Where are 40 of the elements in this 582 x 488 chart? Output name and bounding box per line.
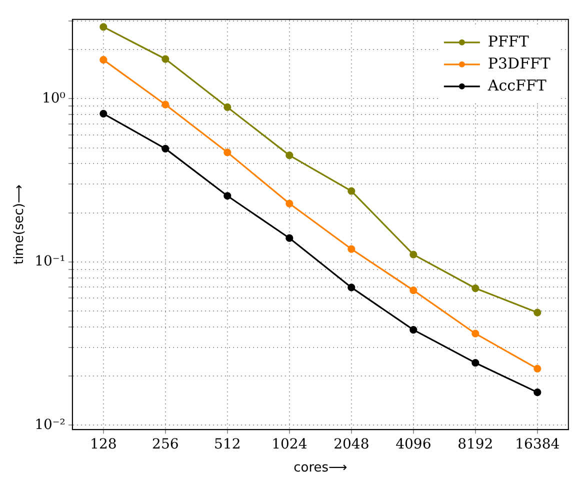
y-tick-label: 10⁻¹: [34, 254, 66, 270]
point: [410, 326, 418, 334]
y-axis-title: time(sec)⟶: [12, 184, 28, 265]
point: [472, 284, 480, 292]
y-tick-label: 10⁻²: [34, 416, 66, 433]
point: [410, 286, 418, 294]
point: [286, 152, 294, 160]
point: [472, 330, 480, 338]
point: [534, 388, 542, 396]
legend-label: PFFT: [488, 32, 529, 50]
point: [162, 100, 170, 108]
x-tick-label: 512: [214, 436, 241, 453]
x-tick-label: 1024: [272, 436, 308, 453]
point: [100, 56, 108, 64]
point: [286, 200, 294, 208]
point: [224, 148, 232, 156]
point: [100, 110, 108, 118]
x-tick-label: 256: [152, 436, 179, 453]
x-tick-label: 128: [90, 436, 117, 453]
point: [348, 245, 356, 253]
point: [410, 250, 418, 258]
point: [100, 23, 108, 31]
point: [534, 364, 542, 372]
legend-label: AccFFT: [486, 76, 546, 94]
x-axis-title: cores⟶: [294, 460, 348, 476]
legend-label: P3DFFT: [488, 54, 550, 72]
point: [534, 308, 542, 316]
x-tick-label: 8192: [458, 436, 494, 453]
point: [472, 359, 480, 367]
point: [224, 103, 232, 111]
point: [162, 144, 170, 152]
point: [286, 234, 294, 242]
x-tick-label: 16384: [515, 436, 560, 453]
x-tick-label: 4096: [396, 436, 432, 453]
point: [348, 284, 356, 292]
y-tick-label: 10⁰: [42, 90, 66, 106]
point: [224, 192, 232, 200]
x-tick-label: 2048: [334, 436, 370, 453]
point: [162, 55, 170, 63]
point: [348, 187, 356, 195]
